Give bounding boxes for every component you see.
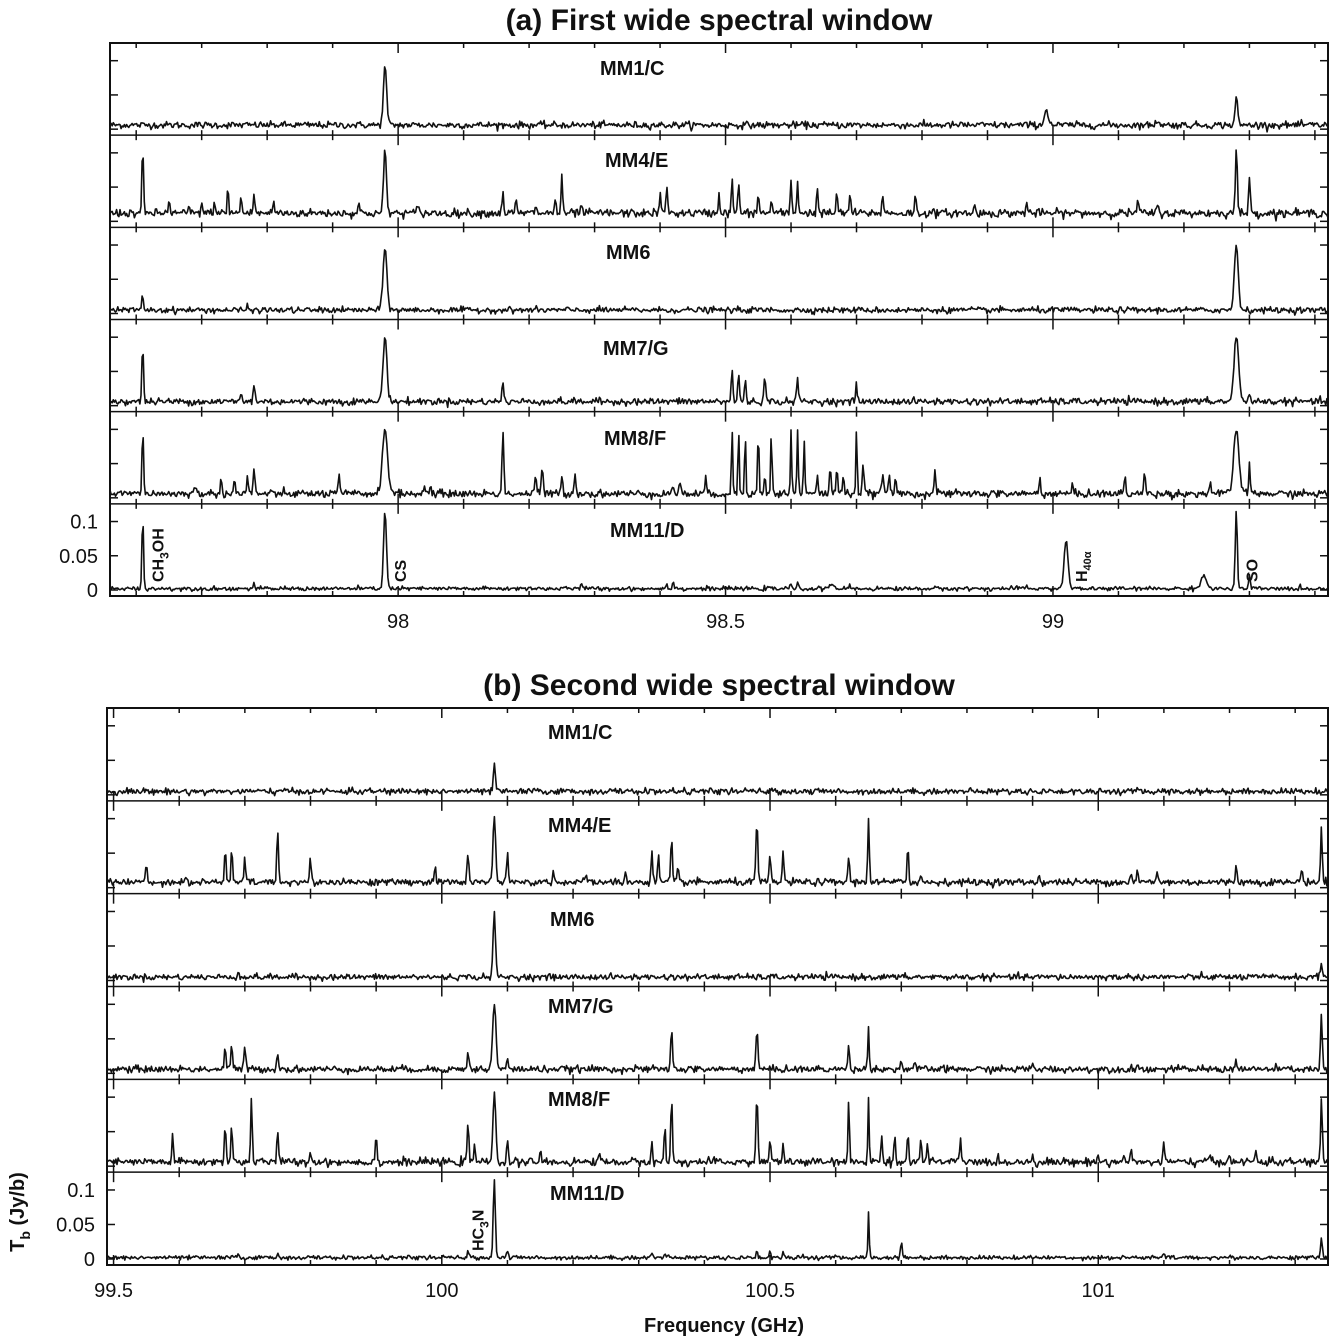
series-label: MM4/E	[605, 150, 668, 172]
line-annotation: CH3OH	[151, 528, 172, 582]
x-tick-label: 99.5	[94, 1280, 133, 1302]
spectrum-trace	[109, 66, 1329, 133]
panel-a-first-window: (a) First wide spectral window MM1/C MM4/…	[59, 4, 1329, 633]
panel-b-second-window: (b) Second wide spectral window Frequenc…	[7, 669, 1329, 1337]
y-axis-title-sub: b	[17, 1231, 33, 1240]
spectrum-trace	[107, 1091, 1329, 1169]
spectrum-trace	[109, 337, 1329, 409]
spectrum-trace	[109, 428, 1329, 501]
x-tick-label: 98	[387, 611, 409, 633]
spectrum-trace	[106, 1179, 1329, 1262]
y-tick-label: 0	[87, 580, 98, 602]
spectrum-trace	[106, 1003, 1329, 1076]
y-tick-label: 0.05	[59, 546, 98, 568]
series-label: MM1/C	[548, 722, 612, 744]
y-tick-label: 0.1	[70, 512, 98, 534]
series-label: MM1/C	[600, 58, 664, 80]
spectrum-trace	[109, 149, 1329, 222]
line-annotation: H40α	[1074, 551, 1094, 582]
x-tick-label: 100	[425, 1280, 458, 1302]
series-label: MM6	[606, 242, 650, 264]
spectrum-trace	[106, 762, 1329, 797]
x-tick-label: 100.5	[745, 1280, 795, 1302]
series-label: MM4/E	[548, 815, 611, 837]
spectrum-trace	[109, 510, 1329, 593]
spectrum-trace	[106, 910, 1329, 983]
y-axis-title: Tb (Jy/b)	[7, 1172, 33, 1252]
panel-a-title: (a) First wide spectral window	[506, 4, 933, 37]
series-label: MM6	[550, 909, 594, 931]
spectrum-trace	[109, 244, 1329, 316]
series-label: MM8/F	[604, 428, 666, 450]
y-tick-label: 0.1	[67, 1180, 95, 1202]
series-label: MM7/G	[548, 996, 614, 1018]
series-label: MM11/D	[610, 520, 684, 542]
y-tick-label: 0	[84, 1249, 95, 1271]
x-tick-label: 99	[1042, 611, 1064, 633]
y-tick-label: 0.05	[56, 1214, 95, 1236]
line-annotation: HC3N	[470, 1210, 491, 1251]
x-tick-label: 98.5	[706, 611, 745, 633]
line-annotation: SO	[1244, 559, 1261, 582]
series-label: MM7/G	[603, 338, 669, 360]
panel-b-title: (b) Second wide spectral window	[483, 669, 955, 702]
x-tick-label: 101	[1082, 1280, 1115, 1302]
series-label: MM11/D	[550, 1183, 624, 1205]
line-annotation: CS	[393, 559, 410, 582]
spectrum-trace	[106, 815, 1329, 889]
x-axis-title: Frequency (GHz)	[644, 1315, 804, 1337]
series-label: MM8/F	[548, 1089, 610, 1111]
y-axis-title-unit: (Jy/b)	[7, 1172, 29, 1231]
